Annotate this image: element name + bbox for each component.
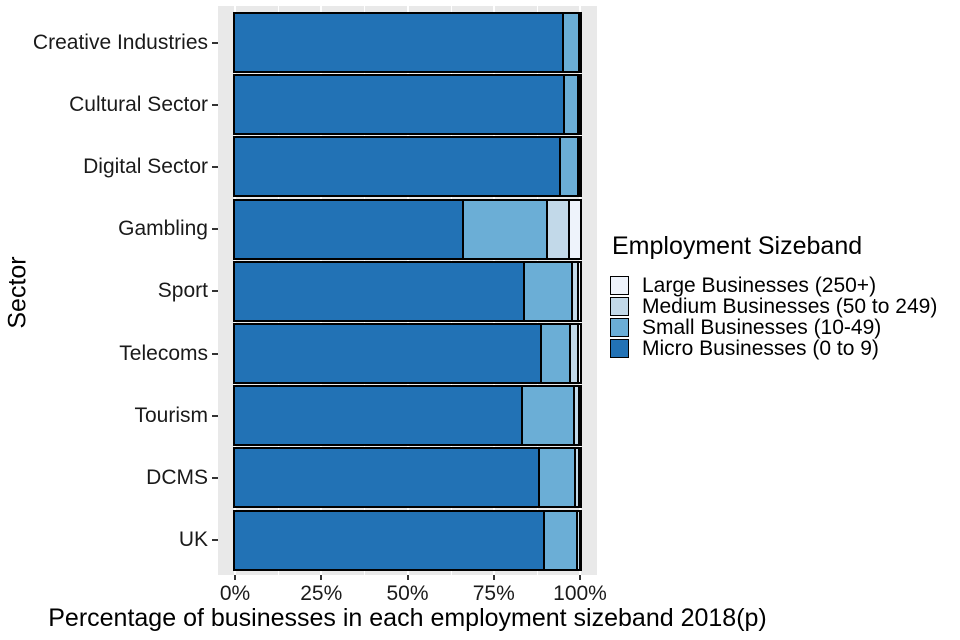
legend-title: Employment Sizeband: [612, 232, 863, 260]
bar-segment-small: [521, 387, 574, 445]
y-tick-label-sport: Sport: [157, 279, 208, 303]
y-tick: [212, 539, 218, 542]
bar-segment-small: [537, 449, 575, 507]
bar-creative-industries: [233, 12, 582, 73]
plot-panel: [218, 6, 597, 575]
legend-items: Large Businesses (250+) Medium Businesses…: [610, 273, 938, 360]
legend-label: Small Businesses (10-49): [642, 315, 882, 339]
bar-segment-large: [568, 200, 580, 258]
bar-telecoms: [233, 323, 582, 384]
y-tick-label-creative-industries: Creative Industries: [32, 30, 208, 54]
bar-segment-medium: [568, 325, 577, 382]
x-tick: [406, 575, 409, 580]
y-tick: [212, 228, 218, 231]
y-tick-label-cultural-sector: Cultural Sector: [69, 92, 208, 116]
x-tick: [492, 575, 495, 580]
bar-segment-micro: [235, 76, 564, 134]
bar-dcms: [233, 447, 582, 509]
legend-item-micro: Micro Businesses (0 to 9): [610, 336, 937, 360]
legend-label: Medium Businesses (50 to 249): [642, 294, 938, 318]
bar-segment-medium: [576, 76, 579, 134]
y-tick: [212, 290, 218, 293]
bar-segment-small: [523, 262, 572, 320]
legend-key-swatch: [610, 297, 629, 316]
bar-segment-large: [579, 14, 582, 71]
bar-segment-large: [578, 138, 581, 196]
x-tick-label-100: 100%: [553, 582, 607, 605]
bar-segment-micro: [235, 511, 544, 569]
bar-segment-medium: [545, 200, 569, 258]
x-tick: [579, 575, 581, 580]
y-tick-label-digital-sector: Digital Sector: [83, 154, 208, 178]
y-tick-label-tourism: Tourism: [134, 403, 208, 427]
bar-segment-small: [543, 511, 576, 569]
bar-segment-medium: [576, 138, 579, 196]
bar-segment-micro: [235, 138, 559, 196]
y-tick: [212, 414, 218, 417]
legend-key-swatch: [610, 339, 629, 358]
bar-segment-large: [578, 76, 581, 134]
y-tick: [212, 165, 218, 168]
legend-label: Micro Businesses (0 to 9): [642, 336, 879, 360]
bar-segment-medium: [575, 511, 579, 569]
bar-segment-small: [562, 14, 578, 71]
legend-key-swatch: [610, 276, 629, 295]
bar-segment-medium: [574, 449, 579, 507]
y-tick: [212, 476, 218, 479]
bar-segment-large: [576, 325, 580, 382]
bar-segment-micro: [235, 200, 462, 258]
x-tick-label-75: 75%: [472, 582, 515, 605]
bar-tourism: [233, 385, 582, 447]
legend-item-small: Small Businesses (10-49): [610, 315, 937, 339]
bar-segment-micro: [235, 449, 538, 507]
y-tick: [212, 41, 218, 44]
bar-segment-large: [578, 449, 581, 507]
bar-segment-micro: [235, 325, 540, 382]
y-tick-label-gambling: Gambling: [118, 217, 208, 241]
bar-segment-medium: [577, 14, 580, 71]
y-tick-label-dcms: DCMS: [146, 465, 208, 489]
bar-segment-large: [577, 387, 580, 445]
bar-segment-small: [462, 200, 546, 258]
bar-segment-micro: [235, 14, 563, 71]
x-tick-label-0: 0%: [219, 582, 251, 605]
y-tick: [212, 352, 218, 355]
legend-key-swatch: [610, 318, 629, 337]
legend-label: Large Businesses (250+): [642, 273, 877, 297]
bar-segment-micro: [235, 262, 524, 320]
bar-segment-micro: [235, 387, 521, 445]
legend-item-large: Large Businesses (250+): [610, 273, 937, 297]
bar-cultural-sector: [233, 74, 582, 136]
x-axis-title: Percentage of businesses in each employm…: [48, 604, 767, 632]
x-tick-label-25: 25%: [300, 582, 343, 605]
x-tick-label-50: 50%: [386, 582, 429, 605]
bar-segment-medium: [573, 387, 578, 445]
bar-digital-sector: [233, 136, 582, 198]
bar-sport: [233, 260, 582, 322]
bar-segment-medium: [571, 262, 578, 320]
legend-item-medium: Medium Businesses (50 to 249): [610, 294, 938, 318]
bar-segment-large: [577, 262, 580, 320]
bar-segment-large: [578, 511, 581, 569]
bar-segment-small: [563, 76, 577, 134]
x-tick: [234, 575, 236, 580]
y-tick: [212, 103, 218, 106]
y-tick-label-telecoms: Telecoms: [119, 341, 208, 365]
legend: Employment Sizeband Large Businesses (25…: [610, 232, 937, 360]
x-tick: [320, 575, 323, 580]
bar-segment-small: [539, 325, 569, 382]
bar-uk: [233, 509, 582, 571]
bar-segment-small: [558, 138, 577, 196]
bar-gambling: [233, 198, 582, 260]
y-tick-label-uk: UK: [178, 528, 208, 552]
